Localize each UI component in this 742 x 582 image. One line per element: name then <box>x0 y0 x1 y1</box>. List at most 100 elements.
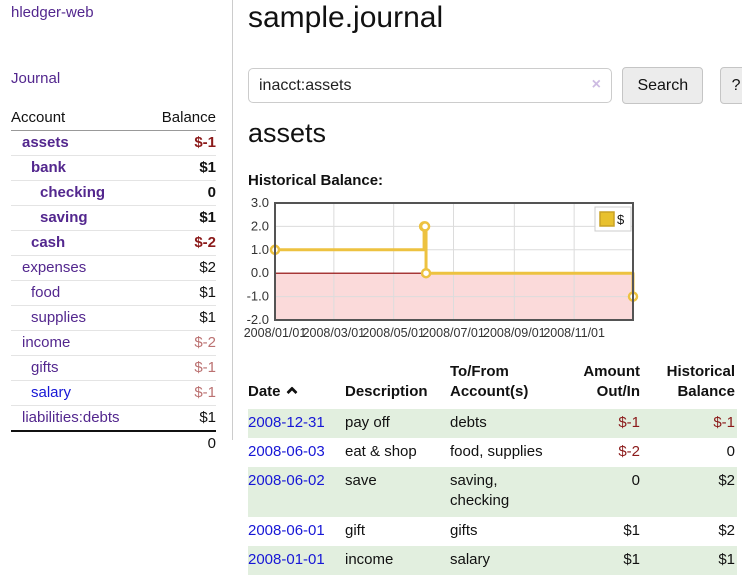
account-row: income $-2 <box>11 330 216 356</box>
transaction-accounts: saving, checking <box>450 467 550 517</box>
svg-text:2.0: 2.0 <box>251 218 269 233</box>
account-row: saving $1 <box>11 205 216 231</box>
register-row[interactable]: 2008-01-01 income salary $1 $1 <box>248 545 737 575</box>
account-link-supplies[interactable]: supplies <box>31 309 87 326</box>
register-row[interactable]: 2008-06-01 gift gifts $1 $2 <box>248 517 737 546</box>
account-link-cash[interactable]: cash <box>31 234 66 251</box>
transaction-balance: 0 <box>726 442 735 460</box>
clear-search-icon[interactable]: × <box>591 76 601 93</box>
account-balance: $-1 <box>147 380 216 406</box>
historical-balance-chart: $3.0 2.0 1.0 0.0 -1.0 -2.0 2008/01/01 2008/03/0… <box>244 195 640 343</box>
svg-text:2008/03/01: 2008/03/01 <box>303 326 366 340</box>
account-row: salary $-1 <box>11 380 216 406</box>
register-header-accounts: To/From Account(s) <box>450 363 529 401</box>
transaction-balance: $-1 <box>642 408 737 438</box>
account-row: cash $-2 <box>11 230 216 256</box>
account-link-expenses[interactable]: expenses <box>22 259 87 276</box>
svg-text:2008/09/01: 2008/09/01 <box>483 326 546 340</box>
transaction-date-link[interactable]: 2008-06-03 <box>248 438 345 467</box>
transaction-date[interactable]: 2008-06-01 <box>248 521 325 539</box>
help-button[interactable]: ? <box>719 67 742 104</box>
transaction-date-link[interactable]: 2008-01-01 <box>248 545 345 575</box>
register-header-date-label: Date <box>248 383 281 401</box>
search-form: × Search ? <box>248 67 742 104</box>
account-link-assets[interactable]: assets <box>22 134 69 151</box>
transaction-date[interactable]: 2008-06-02 <box>248 472 325 489</box>
accounts-total-row: 0 <box>11 430 216 456</box>
account-link-bank[interactable]: bank <box>31 159 67 176</box>
accounts-header-balance: Balance <box>147 106 216 131</box>
account-row: supplies $1 <box>11 305 216 331</box>
svg-text:3.0: 3.0 <box>251 195 269 210</box>
svg-text:2008/11/01: 2008/11/01 <box>543 326 605 340</box>
account-balance: $1 <box>147 280 216 306</box>
transaction-description: save <box>345 467 450 517</box>
transaction-balance: $1 <box>642 545 737 575</box>
search-button[interactable]: Search <box>622 67 704 104</box>
register-header-description: Description <box>345 383 428 401</box>
transaction-accounts: debts <box>450 408 550 438</box>
account-link-checking[interactable]: checking <box>40 184 106 201</box>
account-balance: $1 <box>147 405 216 431</box>
app-brand-link[interactable]: hledger-web <box>11 4 94 21</box>
transaction-balance: $2 <box>718 521 735 539</box>
account-link-gifts[interactable]: gifts <box>31 359 59 376</box>
chart-label: Historical Balance: <box>248 172 384 189</box>
account-row: checking 0 <box>11 180 216 206</box>
transaction-amount: 0 <box>550 467 642 517</box>
account-balance: $-1 <box>194 134 216 151</box>
account-balance: $-1 <box>147 355 216 381</box>
account-balance: $1 <box>147 155 216 181</box>
svg-text:$: $ <box>617 212 625 227</box>
register-header-balance: Historical Balance <box>666 363 735 401</box>
transaction-accounts: gifts <box>450 521 478 539</box>
transaction-accounts: food, supplies <box>450 442 543 460</box>
sidebar-item-journal[interactable]: Journal <box>11 70 61 87</box>
transaction-date-link[interactable]: 2008-06-01 <box>248 517 345 546</box>
register-header-date[interactable]: Date <box>248 360 345 409</box>
account-link-liabilities-debts[interactable]: liabilities:debts <box>22 409 120 426</box>
register-header-amount: Amount Out/In <box>583 363 640 401</box>
transaction-description: pay off <box>345 408 450 438</box>
account-link-salary[interactable]: salary <box>31 384 72 401</box>
transaction-date[interactable]: 2008-12-31 <box>248 413 325 431</box>
account-row: gifts $-1 <box>11 355 216 381</box>
account-link-food[interactable]: food <box>31 284 61 301</box>
transaction-amount: $-1 <box>550 408 642 438</box>
account-balance: $-2 <box>147 330 216 356</box>
transaction-date[interactable]: 2008-06-03 <box>248 442 325 460</box>
main-content: sample.journal × Search ? assets Histori… <box>244 0 742 582</box>
svg-text:0.0: 0.0 <box>251 265 269 280</box>
search-input[interactable] <box>248 68 612 103</box>
account-link-income[interactable]: income <box>22 334 71 351</box>
transaction-accounts: salary <box>450 545 550 575</box>
account-balance: $2 <box>147 255 216 281</box>
register-row[interactable]: 2008-06-03 eat & shop food, supplies $-2 0 <box>248 438 737 467</box>
transaction-description: gift <box>345 521 366 539</box>
transaction-date[interactable]: 2008-01-01 <box>248 550 325 568</box>
transaction-amount: $1 <box>550 545 642 575</box>
account-row: liabilities:debts $1 <box>11 405 216 431</box>
account-balance: $1 <box>147 305 216 331</box>
transaction-description: eat & shop <box>345 442 417 460</box>
register-row[interactable]: 2008-06-02 save saving, checking 0 $2 <box>248 467 737 517</box>
account-balance: $1 <box>147 205 216 231</box>
register-header-row: Date Description To/From Account(s) Amou… <box>248 360 737 409</box>
account-row: food $1 <box>11 280 216 306</box>
transaction-date-link[interactable]: 2008-06-02 <box>248 467 345 517</box>
svg-text:-2.0: -2.0 <box>247 312 269 327</box>
transaction-amount: $1 <box>623 521 640 539</box>
svg-text:-1.0: -1.0 <box>247 289 269 304</box>
transaction-date-link[interactable]: 2008-12-31 <box>248 408 345 438</box>
account-link-saving[interactable]: saving <box>40 209 88 226</box>
accounts-total-spacer <box>11 430 148 456</box>
page-title: sample.journal <box>248 1 444 34</box>
sort-ascending-icon <box>285 386 298 398</box>
accounts-total-value: 0 <box>147 430 216 456</box>
account-row: expenses $2 <box>11 255 216 281</box>
register-table: Date Description To/From Account(s) Amou… <box>248 360 737 575</box>
account-balance: 0 <box>147 180 216 206</box>
account-row: assets $-1 <box>11 131 216 156</box>
register-row[interactable]: 2008-12-31 pay off debts $-1 $-1 <box>248 408 737 438</box>
account-row: bank $1 <box>11 155 216 181</box>
